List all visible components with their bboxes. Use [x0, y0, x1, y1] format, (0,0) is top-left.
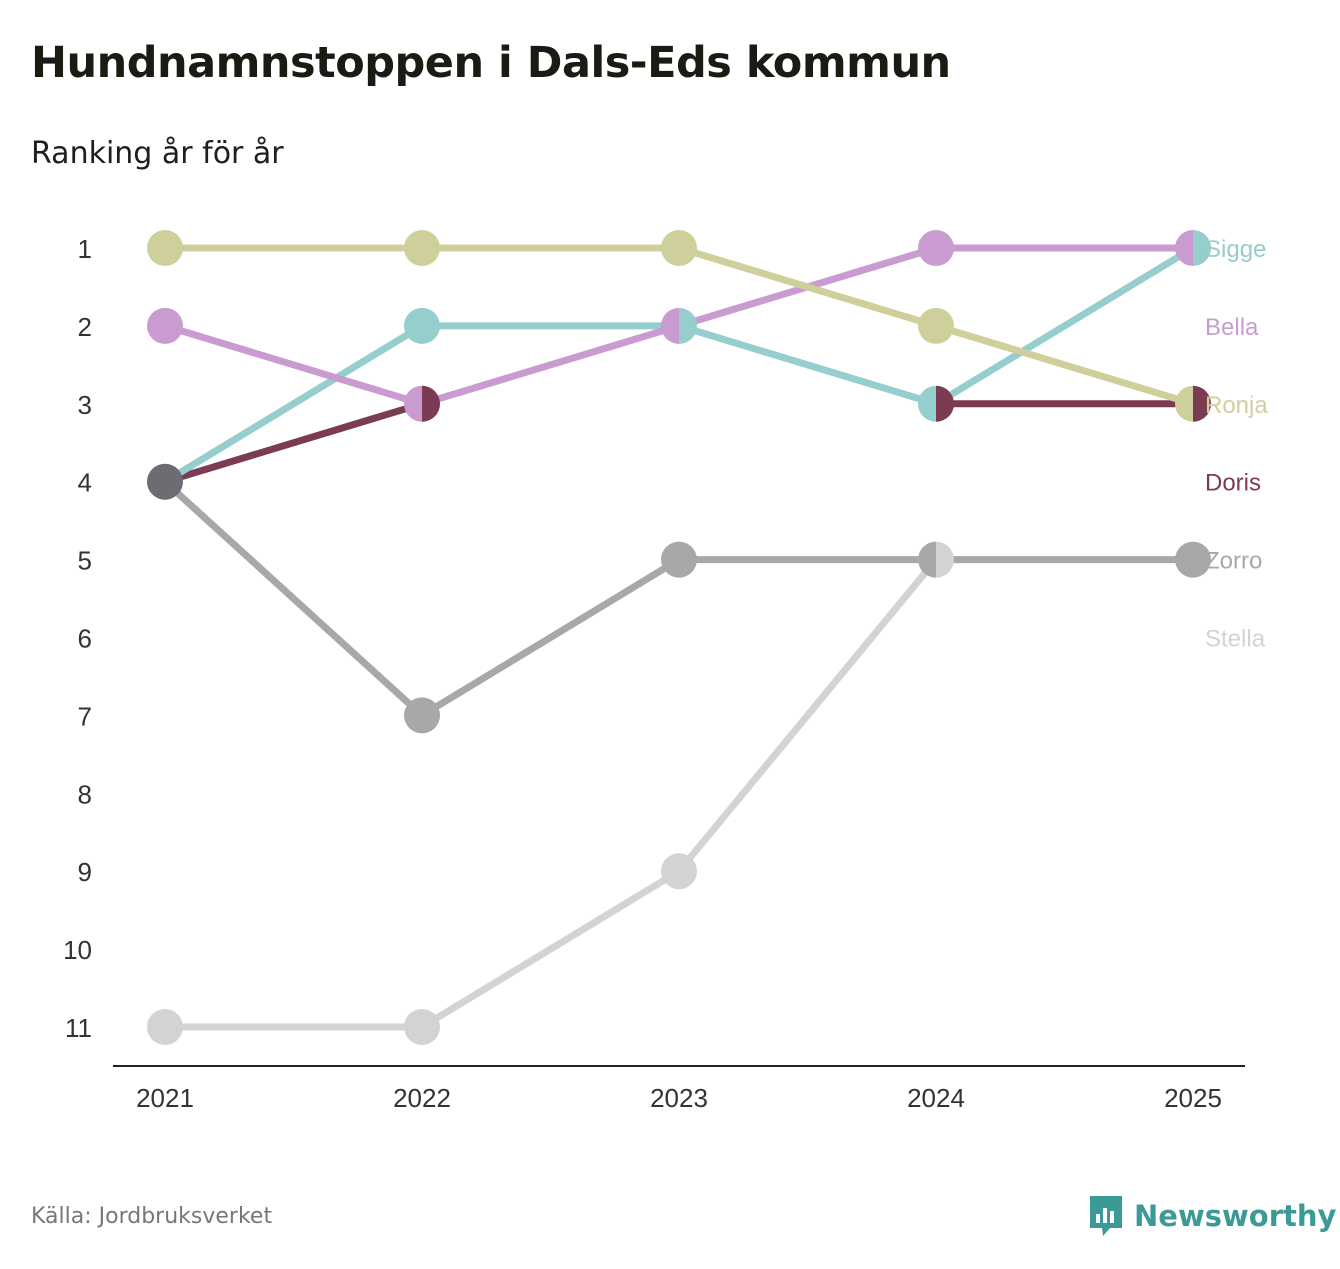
series-label-stella: Stella	[1205, 626, 1266, 653]
y-tick-label-2: 2	[78, 312, 92, 342]
y-tick-label-5: 5	[78, 546, 92, 576]
data-point-doris-ronja-2025-left	[1175, 385, 1193, 422]
data-point-zorro-2022	[404, 697, 440, 734]
series-line-doris-2021-2022	[161, 400, 426, 486]
x-tick-label-2024: 2024	[907, 1083, 965, 1113]
series-line-sigge-2023-2024	[675, 322, 940, 408]
data-point-ronja-2022	[404, 230, 440, 266]
y-tick-label-1: 1	[78, 234, 92, 264]
data-point-zorro-doris-sigge-2021	[147, 463, 183, 500]
series-label-ronja: Ronja	[1205, 392, 1268, 419]
data-point-doris-ronja-2025-right	[1193, 385, 1211, 422]
data-point-doris-sigge-2024-left	[918, 385, 936, 422]
x-tick-label-2025: 2025	[1164, 1083, 1222, 1113]
chart-title: Hundnamnstoppen i Dals-Eds kommun	[31, 38, 951, 88]
data-point-sigge-2022	[404, 307, 440, 344]
data-point-zorro-2025	[1175, 541, 1211, 578]
data-point-doris-bella-2022-left	[404, 385, 422, 422]
data-point-doris-bella-2022-right	[422, 385, 440, 422]
data-point-stella-2022	[404, 1009, 440, 1045]
x-tick-label-2021: 2021	[136, 1083, 194, 1113]
y-tick-label-4: 4	[78, 468, 92, 498]
data-point-stella-2023	[661, 853, 697, 890]
series-line-zorro-2021-2022	[161, 478, 426, 719]
y-tick-label-7: 7	[78, 701, 92, 731]
y-tick-label-9: 9	[78, 857, 92, 887]
series-label-doris: Doris	[1205, 470, 1261, 497]
y-tick-label-8: 8	[78, 779, 92, 809]
series-line-bella-2021-2022	[161, 322, 426, 408]
series-line-bella-2022-2023	[418, 322, 683, 408]
newsworthy-logo-icon	[1090, 1196, 1122, 1236]
data-point-stella-2021	[147, 1009, 183, 1045]
brand-logo[interactable]: Newsworthy	[1088, 1194, 1336, 1238]
data-point-bella-2021	[147, 307, 183, 344]
brand-name: Newsworthy	[1134, 1199, 1337, 1233]
data-point-bella-2024	[918, 230, 954, 266]
series-label-bella: Bella	[1205, 314, 1259, 341]
series-line-sigge-2021-2022	[161, 322, 426, 486]
x-tick-label-2023: 2023	[650, 1083, 708, 1113]
data-point-ronja-2021	[147, 230, 183, 266]
data-point-ronja-2023	[661, 230, 697, 266]
y-tick-label-6: 6	[78, 624, 92, 654]
y-tick-label-11: 11	[65, 1013, 92, 1043]
series-line-ronja-2024-2025	[932, 322, 1197, 408]
chart-subtitle: Ranking år för år	[31, 136, 284, 171]
data-point-stella-zorro-2024-right	[936, 541, 954, 578]
data-point-sigge-bella-2025-right	[1193, 230, 1211, 266]
data-point-sigge-bella-2023-right	[679, 307, 697, 344]
x-tick-label-2022: 2022	[393, 1083, 451, 1113]
series-line-stella-2023-2024	[675, 556, 940, 875]
data-point-ronja-2024	[918, 307, 954, 344]
source-note: Källa: Jordbruksverket	[31, 1204, 273, 1229]
series-label-sigge: Sigge	[1205, 236, 1266, 263]
data-point-zorro-2023	[661, 541, 697, 578]
series-line-ronja-2023-2024	[675, 244, 940, 330]
data-point-sigge-bella-2025-left	[1175, 230, 1193, 266]
data-point-stella-zorro-2024-left	[918, 541, 936, 578]
bump-chart: 1 2 3 4 5 6 7 8 9 10 11 2021 2022 2023 2024 2025 Sigge Be…	[63, 230, 1268, 1113]
series-line-sigge-2024-2025	[932, 244, 1197, 408]
y-tick-label-3: 3	[78, 390, 92, 420]
data-point-doris-sigge-2024-right	[936, 385, 954, 422]
series-line-zorro-2022-2023	[418, 556, 683, 719]
data-point-sigge-bella-2023-left	[661, 307, 679, 344]
y-tick-label-10: 10	[63, 935, 92, 965]
series-label-zorro: Zorro	[1205, 548, 1262, 575]
series-line-stella-2022-2023	[418, 867, 683, 1031]
